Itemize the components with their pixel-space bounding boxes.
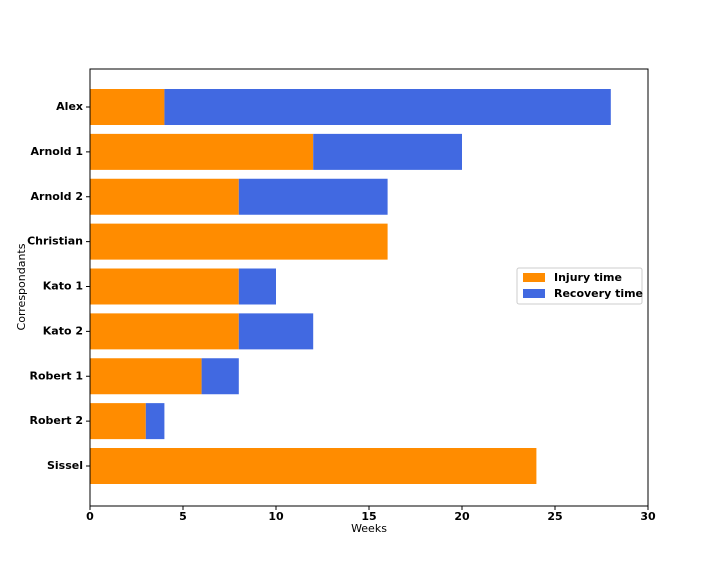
y-axis-label: Correspondants xyxy=(15,243,28,330)
x-tick-label: 15 xyxy=(361,510,376,523)
bar xyxy=(90,313,239,350)
bar xyxy=(90,448,537,484)
y-tick-label: Arnold 2 xyxy=(31,190,83,203)
y-tick-label: Christian xyxy=(27,235,83,248)
bar xyxy=(313,133,462,170)
bar xyxy=(201,358,239,395)
x-tick-label: 30 xyxy=(640,510,656,523)
bar xyxy=(90,268,239,305)
y-tick-label: Robert 2 xyxy=(29,414,83,427)
bar xyxy=(90,133,314,170)
x-axis-label: Weeks xyxy=(351,522,387,535)
legend-box xyxy=(516,267,643,305)
legend-swatch xyxy=(523,289,545,298)
bar xyxy=(238,178,388,215)
bar xyxy=(90,403,146,440)
bar xyxy=(145,403,165,440)
x-tick-label: 5 xyxy=(179,510,187,523)
y-tick-label: Alex xyxy=(56,100,83,113)
bar xyxy=(238,268,276,305)
y-tick-label: Kato 2 xyxy=(43,324,83,337)
y-tick-label: Kato 1 xyxy=(43,280,83,293)
x-tick-label: 0 xyxy=(86,510,94,523)
x-tick-label: 10 xyxy=(268,510,284,523)
y-tick-label: Sissel xyxy=(47,459,83,472)
bar xyxy=(90,178,239,215)
y-tick-label: Arnold 1 xyxy=(31,145,83,158)
y-tick-label: Robert 1 xyxy=(29,369,83,382)
x-tick-label: 25 xyxy=(547,510,562,523)
x-tick-label: 20 xyxy=(454,510,470,523)
bar xyxy=(164,89,611,125)
bar xyxy=(90,89,165,125)
legend-label: Recovery time xyxy=(554,287,643,300)
legend-swatch xyxy=(523,273,545,282)
bar xyxy=(90,223,388,260)
bar xyxy=(238,313,314,350)
bar xyxy=(90,358,202,395)
legend-label: Injury time xyxy=(554,271,622,284)
